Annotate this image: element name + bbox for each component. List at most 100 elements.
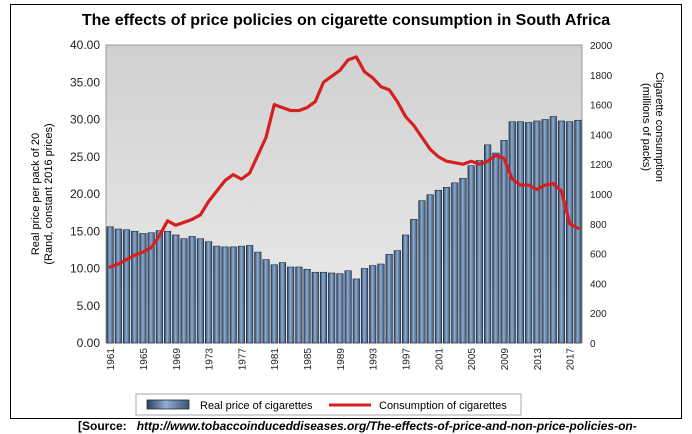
- bar-1980: [262, 259, 270, 344]
- x-tick-label: 1965: [139, 348, 150, 371]
- bar-2007: [484, 144, 492, 344]
- y-right-tick-label: 2000: [590, 41, 613, 52]
- x-tick-label: 2001: [434, 348, 445, 371]
- y-right-tick-label: 200: [590, 309, 607, 320]
- bar-1991: [352, 278, 360, 344]
- bar-1990: [344, 270, 352, 344]
- x-tick-label: 2009: [500, 348, 511, 371]
- y-right-tick-label: 600: [590, 250, 607, 261]
- x-tick-label: 1961: [106, 348, 117, 371]
- x-tick-label: 1969: [172, 348, 183, 371]
- bar-1966: [147, 232, 155, 344]
- y-right-tick-label: 0: [590, 339, 596, 350]
- bar-1983: [287, 266, 295, 344]
- consumption-line: [108, 55, 580, 269]
- bar-1986: [311, 271, 319, 344]
- bar-2002: [442, 187, 451, 344]
- x-tick-label: 1989: [336, 348, 347, 371]
- x-tick-label: 1993: [369, 348, 380, 371]
- bar-1988: [328, 272, 336, 344]
- bar-1979: [254, 251, 262, 344]
- bar-2004: [459, 178, 467, 344]
- bar-1964: [131, 230, 139, 344]
- bar-1996: [393, 250, 401, 344]
- bar-1992: [360, 268, 369, 344]
- y-left-tick-label: 35.00: [70, 75, 100, 89]
- legend: Real price of cigarettes Consumption of …: [135, 393, 522, 416]
- legend-box: [135, 393, 522, 416]
- bar-2000: [426, 194, 434, 344]
- y-axis-left: 0.00 5.00 10.00 15.00 20.00 25.00 30.00 35.00 40…: [70, 38, 100, 350]
- x-tick-label: 2017: [566, 348, 577, 371]
- bar-1998: [410, 219, 418, 344]
- bar-1993: [369, 265, 377, 344]
- chart: The effects of price policies on cigaret…: [30, 12, 665, 416]
- y-left-tick-label: 40.00: [70, 38, 100, 52]
- y-right-tick-label: 800: [590, 220, 607, 231]
- legend-swatch-price: [146, 399, 190, 410]
- line-series: [108, 55, 580, 269]
- bar-2012: [525, 122, 533, 344]
- y-axis-right-label-line2: (millions of packs): [640, 83, 652, 171]
- bar-2018: [574, 119, 582, 344]
- bar-1999: [418, 200, 426, 344]
- bar-2017: [566, 121, 574, 344]
- bar-series: [106, 116, 582, 344]
- y-right-tick-label: 1200: [590, 160, 613, 171]
- chart-title: The effects of price policies on cigaret…: [82, 12, 610, 29]
- bar-1967: [155, 230, 163, 344]
- y-axis-right-label-line1: Cigarette consumption: [653, 72, 665, 182]
- bar-2011: [516, 121, 525, 344]
- source-url[interactable]: http://www.tobaccoinduceddiseases.org/Th…: [136, 419, 637, 433]
- chart-frame: The effects of price policies on cigaret…: [10, 4, 682, 419]
- legend-label-consumption: Consumption of cigarettes: [379, 400, 507, 412]
- y-left-tick-label: 20.00: [70, 187, 100, 201]
- y-left-tick-label: 30.00: [70, 113, 100, 127]
- bar-1981: [270, 264, 278, 344]
- bar-2013: [533, 120, 541, 344]
- bar-1961: [106, 226, 114, 344]
- bar-1984: [295, 266, 303, 344]
- x-tick-label: 1985: [303, 348, 314, 371]
- x-tick-label: 1997: [402, 348, 413, 371]
- x-tick-label: 2013: [533, 348, 544, 371]
- bar-2015: [549, 116, 557, 344]
- bar-1994: [377, 263, 385, 344]
- bar-1976: [229, 246, 237, 344]
- bar-1970: [180, 238, 188, 344]
- y-right-tick-label: 1000: [590, 190, 613, 201]
- bar-1968: [163, 230, 172, 344]
- y-axis-right: 0 200 400 600 800 1000 1200 1400 1600 1800 2000: [590, 41, 613, 350]
- bar-1977: [237, 245, 246, 344]
- x-tick-label: 1973: [205, 348, 216, 371]
- bar-2009: [500, 140, 508, 344]
- source-label: [Source:: [78, 419, 127, 433]
- x-tick-label: 1977: [237, 348, 248, 371]
- bar-1972: [196, 238, 204, 344]
- legend-label-price: Real price of cigarettes: [200, 400, 313, 412]
- bar-1974: [213, 245, 221, 344]
- y-left-tick-label: 0.00: [77, 336, 101, 350]
- y-left-tick-label: 5.00: [77, 299, 101, 313]
- bar-1989: [336, 273, 344, 344]
- bar-1965: [139, 233, 147, 344]
- y-right-tick-label: 1600: [590, 101, 613, 112]
- y-right-tick-label: 400: [590, 279, 607, 290]
- bar-1982: [278, 262, 287, 344]
- bar-2010: [508, 121, 516, 344]
- bar-1963: [122, 229, 131, 344]
- y-left-tick-label: 25.00: [70, 150, 100, 164]
- bar-2016: [557, 120, 566, 344]
- bar-2001: [434, 189, 442, 344]
- bar-1978: [246, 245, 254, 344]
- x-tick-label: 2005: [467, 348, 478, 371]
- bar-1997: [401, 234, 410, 344]
- y-left-tick-label: 15.00: [70, 224, 100, 238]
- bar-1971: [188, 236, 196, 344]
- bar-1985: [303, 268, 311, 344]
- source-citation: [Source: http://www.tobaccoinduceddiseas…: [78, 419, 637, 433]
- bar-2003: [451, 182, 459, 344]
- bar-1973: [205, 241, 213, 344]
- bar-2014: [541, 119, 549, 344]
- bar-1975: [221, 246, 229, 344]
